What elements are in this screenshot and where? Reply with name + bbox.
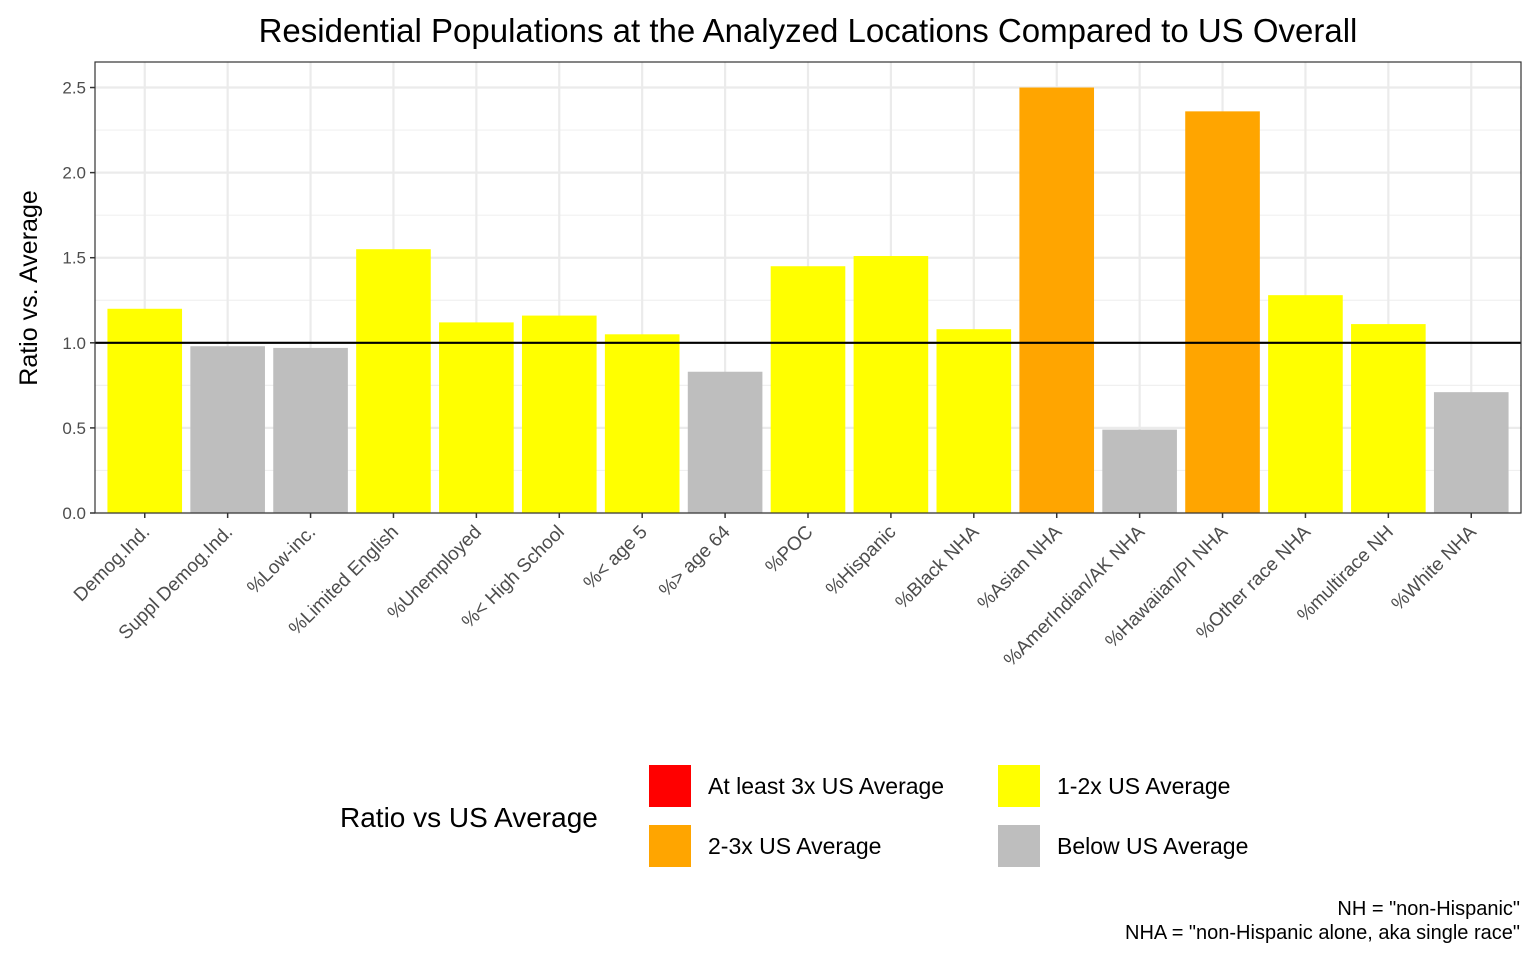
x-tick-label: %White NHA [1388,521,1481,614]
bar-14 [1268,295,1343,513]
bar-0 [107,308,183,513]
bar-8 [770,266,846,513]
legend-swatch-2 [998,765,1040,807]
bar-12 [1102,429,1177,513]
bar-16 [1433,392,1509,513]
y-tick-label: 2.0 [62,164,86,183]
bar-13 [1185,111,1260,514]
bar-7 [687,371,763,513]
y-tick-label: 0.0 [62,504,86,523]
y-tick-label: 2.5 [62,79,86,98]
bar-11 [1019,87,1095,513]
y-axis-label: Ratio vs. Average [15,190,43,385]
legend-label-3: Below US Average [1057,833,1248,859]
x-tick-label: %POC [762,522,818,578]
bar-5 [521,315,597,513]
x-tick-label: Demog.Ind. [70,522,154,606]
bar-3 [356,249,431,513]
x-tick-label: %> age 64 [655,521,735,601]
caption-line-1: NH = "non-Hispanic" [1337,898,1520,920]
bar-15 [1351,324,1426,513]
y-tick-label: 1.0 [62,334,86,353]
bar-9 [853,256,929,513]
bar-1 [190,346,265,513]
legend-swatch-0 [649,765,691,807]
x-tick-label: %Asian NHA [974,521,1067,614]
bar-6 [604,334,680,513]
legend: Ratio vs US Average At least 3x US Avera… [340,765,1248,867]
legend-title: Ratio vs US Average [340,802,598,833]
bar-2 [273,347,348,513]
legend-swatch-1 [649,825,691,867]
bar-4 [439,322,514,513]
caption-line-2: NHA = "non-Hispanic alone, aka single ra… [1125,922,1520,944]
x-tick-label: %AmerIndian/AK NHA [1000,521,1149,670]
x-tick-label: %< age 5 [580,522,652,594]
legend-label-1: 2-3x US Average [708,833,881,859]
x-tick-label: %Black NHA [892,521,984,613]
bar-10 [936,329,1012,513]
legend-label-2: 1-2x US Average [1057,773,1230,799]
y-tick-label: 1.5 [62,249,86,268]
y-tick-label: 0.5 [62,419,86,438]
legend-label-0: At least 3x US Average [708,773,944,799]
x-tick-label: %Low-inc. [243,522,320,599]
x-tick-label: %Hispanic [822,522,900,600]
bars [95,87,1521,514]
chart-title: Residential Populations at the Analyzed … [259,12,1358,49]
legend-swatch-3 [998,825,1040,867]
